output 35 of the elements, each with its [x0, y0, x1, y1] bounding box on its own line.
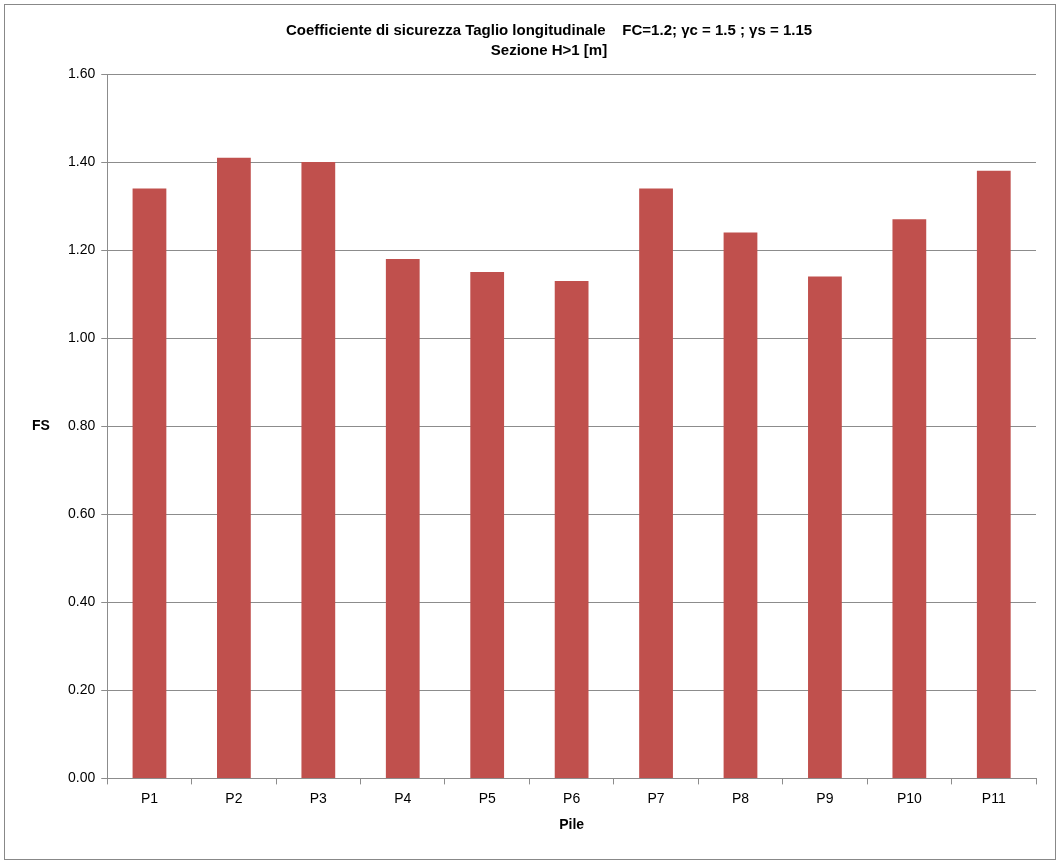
bar: [470, 272, 505, 778]
bar: [892, 219, 927, 778]
y-axis-title: FS: [32, 417, 50, 434]
bar: [976, 170, 1011, 778]
y-tick-label: 0.00: [68, 769, 96, 786]
x-tick-label: P4: [394, 789, 412, 806]
bar: [132, 188, 167, 778]
bar: [301, 162, 336, 778]
x-tick-label: P9: [816, 789, 834, 806]
x-tick-label: P7: [647, 789, 665, 806]
x-tick-label: P6: [563, 789, 581, 806]
x-tick-label: P8: [731, 789, 750, 806]
chart-title: Coefficiente di sicurezza Taglio longitudinale FC=1.2; γc = 1.5 ; γs = 1.15: [285, 21, 813, 39]
bar: [385, 258, 420, 778]
bar: [217, 157, 251, 778]
y-tick-label: 0.80: [68, 417, 96, 434]
x-tick-label: P11: [981, 789, 1006, 806]
y-tick-label: 1.00: [68, 329, 96, 346]
y-tick-label: 0.60: [68, 505, 96, 522]
y-tick-label: 1.20: [68, 240, 96, 257]
bar: [808, 276, 842, 778]
y-tick-label: 1.60: [68, 64, 96, 81]
bar: [554, 280, 589, 778]
x-tick-label: P10: [896, 789, 923, 806]
x-tick-label: P1: [140, 789, 159, 806]
bar: [723, 232, 758, 778]
x-tick-label: P3: [309, 789, 328, 806]
y-tick-label: 1.40: [68, 152, 96, 169]
x-tick-label: P5: [478, 789, 496, 806]
y-tick-label: 0.40: [68, 593, 96, 610]
chart-subtitle: Sezione H>1 [m]: [490, 41, 608, 59]
y-tick-label: 0.20: [68, 681, 96, 698]
x-tick-label: P2: [225, 789, 243, 806]
bar: [639, 188, 673, 778]
x-axis-title: Pile: [559, 816, 585, 833]
